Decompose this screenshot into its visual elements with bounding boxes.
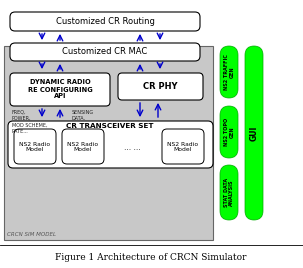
Bar (4, 46, 213, 240)
FancyBboxPatch shape (10, 43, 200, 61)
Text: DYNAMIC RADIO
RE CONFIGURING
API: DYNAMIC RADIO RE CONFIGURING API (28, 80, 92, 99)
FancyBboxPatch shape (14, 129, 56, 164)
FancyBboxPatch shape (162, 129, 204, 164)
FancyBboxPatch shape (220, 165, 238, 220)
Text: CRCN SIM MODEL: CRCN SIM MODEL (7, 232, 56, 237)
Text: STAT DATA
ANALYSIS: STAT DATA ANALYSIS (224, 178, 235, 207)
Text: SENSING
DATA.: SENSING DATA. (72, 110, 94, 121)
FancyBboxPatch shape (220, 46, 238, 98)
FancyBboxPatch shape (220, 106, 238, 158)
Text: NS2 Radio
Model: NS2 Radio Model (68, 142, 98, 152)
Text: CR PHY: CR PHY (143, 82, 178, 91)
Text: NS2 Radio
Model: NS2 Radio Model (168, 142, 198, 152)
FancyBboxPatch shape (245, 46, 263, 220)
Text: NS2 TOPO
GEN: NS2 TOPO GEN (224, 118, 235, 146)
Text: FREQ,
POWER,
MOD SCHEME,
RATE...: FREQ, POWER, MOD SCHEME, RATE... (12, 110, 48, 134)
Text: NS2 TRAFFIC
GEN: NS2 TRAFFIC GEN (224, 54, 235, 90)
FancyBboxPatch shape (8, 121, 213, 168)
Text: ... ...: ... ... (124, 143, 140, 151)
Text: Customized CR Routing: Customized CR Routing (55, 17, 155, 26)
FancyBboxPatch shape (118, 73, 203, 100)
FancyBboxPatch shape (10, 73, 110, 106)
Text: Customized CR MAC: Customized CR MAC (62, 47, 148, 57)
Text: Figure 1 Architecture of CRCN Simulator: Figure 1 Architecture of CRCN Simulator (55, 252, 247, 262)
Text: CR TRANSCEIVER SET: CR TRANSCEIVER SET (66, 123, 154, 129)
Text: NS2 Radio
Model: NS2 Radio Model (19, 142, 51, 152)
Text: GUI: GUI (249, 125, 258, 141)
FancyBboxPatch shape (62, 129, 104, 164)
FancyBboxPatch shape (10, 12, 200, 31)
